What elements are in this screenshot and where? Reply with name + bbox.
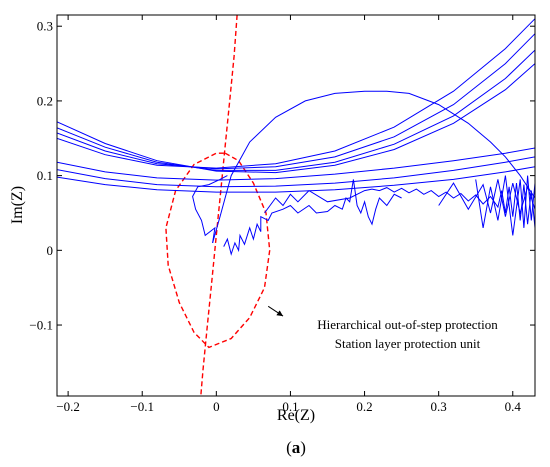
trajectory-series-4 xyxy=(57,33,535,170)
x-tick-label: 0.3 xyxy=(431,399,447,414)
x-axis-ticks: −0.2 −0.1 0 0.1 0.2 0.3 0.4 xyxy=(56,15,521,414)
x-tick-label: 0.1 xyxy=(282,399,298,414)
y-tick-label: 0.2 xyxy=(37,93,53,108)
y-tick-label: −0.1 xyxy=(29,318,53,333)
x-tick-label: 0.2 xyxy=(356,399,372,414)
trajectory-series-7 xyxy=(57,156,535,188)
trajectory-series-10 xyxy=(223,179,402,256)
trajectory-series-6 xyxy=(57,147,535,181)
x-axis-label: Re(Z) xyxy=(277,407,315,424)
trajectory-series-13 xyxy=(438,179,535,217)
plot-background xyxy=(57,15,535,396)
annotation-line-2: Station layer protection unit xyxy=(335,336,481,351)
trajectory-series-3 xyxy=(57,49,535,171)
plot-frame xyxy=(56,14,536,397)
panel-label-close: ) xyxy=(300,438,306,457)
y-tick-label: 0 xyxy=(47,243,54,258)
boundary-curve-1 xyxy=(165,152,271,349)
panel-label: (a) xyxy=(286,438,306,457)
y-tick-label: 0.3 xyxy=(37,19,53,34)
annotation-arrow xyxy=(267,305,284,317)
x-tick-label: −0.1 xyxy=(130,399,154,414)
trajectory-series-11 xyxy=(371,183,535,228)
trajectory-series-2 xyxy=(57,63,535,174)
x-tick-label: −0.2 xyxy=(56,399,80,414)
y-axis-ticks: −0.1 0 0.1 0.2 0.3 xyxy=(29,19,535,333)
x-tick-label: 0.4 xyxy=(505,399,522,414)
y-tick-label: 0.1 xyxy=(37,168,53,183)
y-axis-label: Im(Z) xyxy=(9,186,26,224)
panel-label-open: ( xyxy=(286,438,292,457)
trajectory-series-5 xyxy=(57,18,535,169)
annotation-line-1: Hierarchical out-of-step protection xyxy=(317,317,498,332)
trajectory-series-9 xyxy=(212,90,535,244)
trajectory-series-8 xyxy=(57,166,535,193)
x-tick-label: 0 xyxy=(213,399,220,414)
trajectory-series-14 xyxy=(264,188,373,214)
panel-label-letter: a xyxy=(292,438,301,457)
trajectory-series-15 xyxy=(192,175,228,243)
series-layer xyxy=(57,15,535,396)
